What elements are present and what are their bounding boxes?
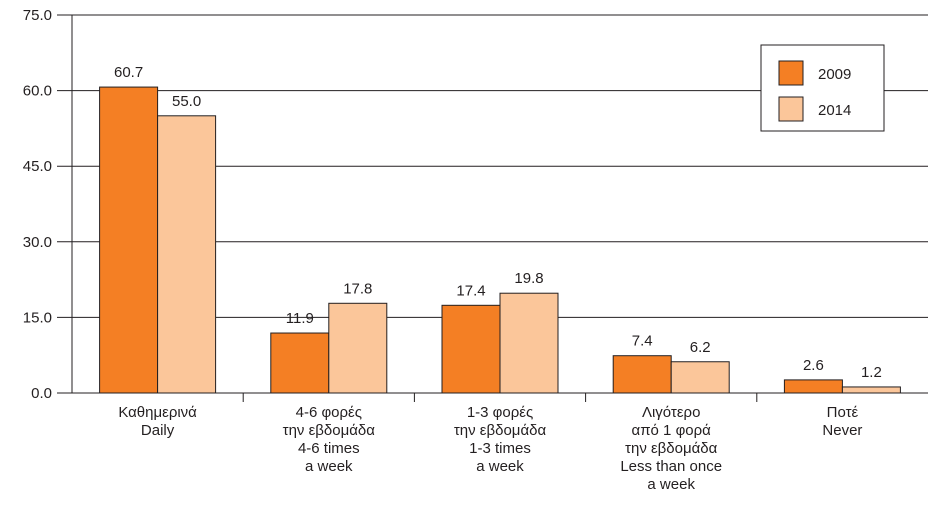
bar <box>499 292 559 394</box>
y-tick-label: 60.0 <box>23 83 52 100</box>
bar <box>783 379 843 394</box>
legend-swatch <box>778 60 804 86</box>
x-category-label: από 1 φορά <box>632 422 712 439</box>
data-label: 1.2 <box>861 364 882 381</box>
bar <box>99 86 159 394</box>
x-category-label: Never <box>822 422 862 439</box>
legend: 2009 2014 <box>760 44 885 132</box>
x-category-label: 4-6 times <box>298 440 360 457</box>
x-category-label: a week <box>476 458 524 475</box>
legend-swatch <box>778 96 804 122</box>
data-label: 17.4 <box>456 282 485 299</box>
y-tick-label: 0.0 <box>31 385 52 402</box>
legend-label: 2009 <box>818 66 851 83</box>
x-category-label: την εβδομάδα <box>454 422 547 439</box>
bar <box>612 355 672 394</box>
x-category-label: 1-3 φορές <box>467 404 533 421</box>
bar <box>441 304 501 394</box>
x-category-label: Less than once <box>620 458 722 475</box>
bar <box>328 302 388 394</box>
x-category-label: 1-3 times <box>469 440 531 457</box>
x-category-label: 4-6 φορές <box>296 404 362 421</box>
bar <box>841 386 901 394</box>
data-label: 7.4 <box>632 333 653 350</box>
x-category-label: την εβδομάδα <box>625 440 718 457</box>
y-tick-label: 30.0 <box>23 234 52 251</box>
y-tick-label: 45.0 <box>23 158 52 175</box>
x-category-label: την εβδομάδα <box>283 422 376 439</box>
legend-label: 2014 <box>818 102 851 119</box>
x-category-label: a week <box>647 476 695 493</box>
data-label: 11.9 <box>286 310 314 327</box>
bars: 60.7 11.9 17.4 7.4 2.6 55.0 17.8 19.8 6.2 1.2 <box>99 64 901 394</box>
bar <box>270 332 330 394</box>
y-axis: 0.0 15.0 30.0 45.0 60.0 75.0 <box>23 7 73 402</box>
x-category-label: Καθημερινά <box>118 404 197 421</box>
data-label: 19.8 <box>514 270 543 287</box>
data-label: 17.8 <box>343 280 372 297</box>
data-label: 55.0 <box>172 93 201 110</box>
data-label: 60.7 <box>114 64 143 81</box>
x-category-label: Λιγότερο <box>642 404 700 421</box>
x-category-label: Ποτέ <box>827 404 859 421</box>
bar <box>670 361 730 394</box>
x-category-label: a week <box>305 458 353 475</box>
y-tick-label: 15.0 <box>23 309 52 326</box>
y-tick-label: 75.0 <box>23 7 52 24</box>
data-label: 6.2 <box>690 339 711 356</box>
bar <box>157 115 217 394</box>
x-category-label: Daily <box>141 422 175 439</box>
data-label: 2.6 <box>803 357 824 374</box>
